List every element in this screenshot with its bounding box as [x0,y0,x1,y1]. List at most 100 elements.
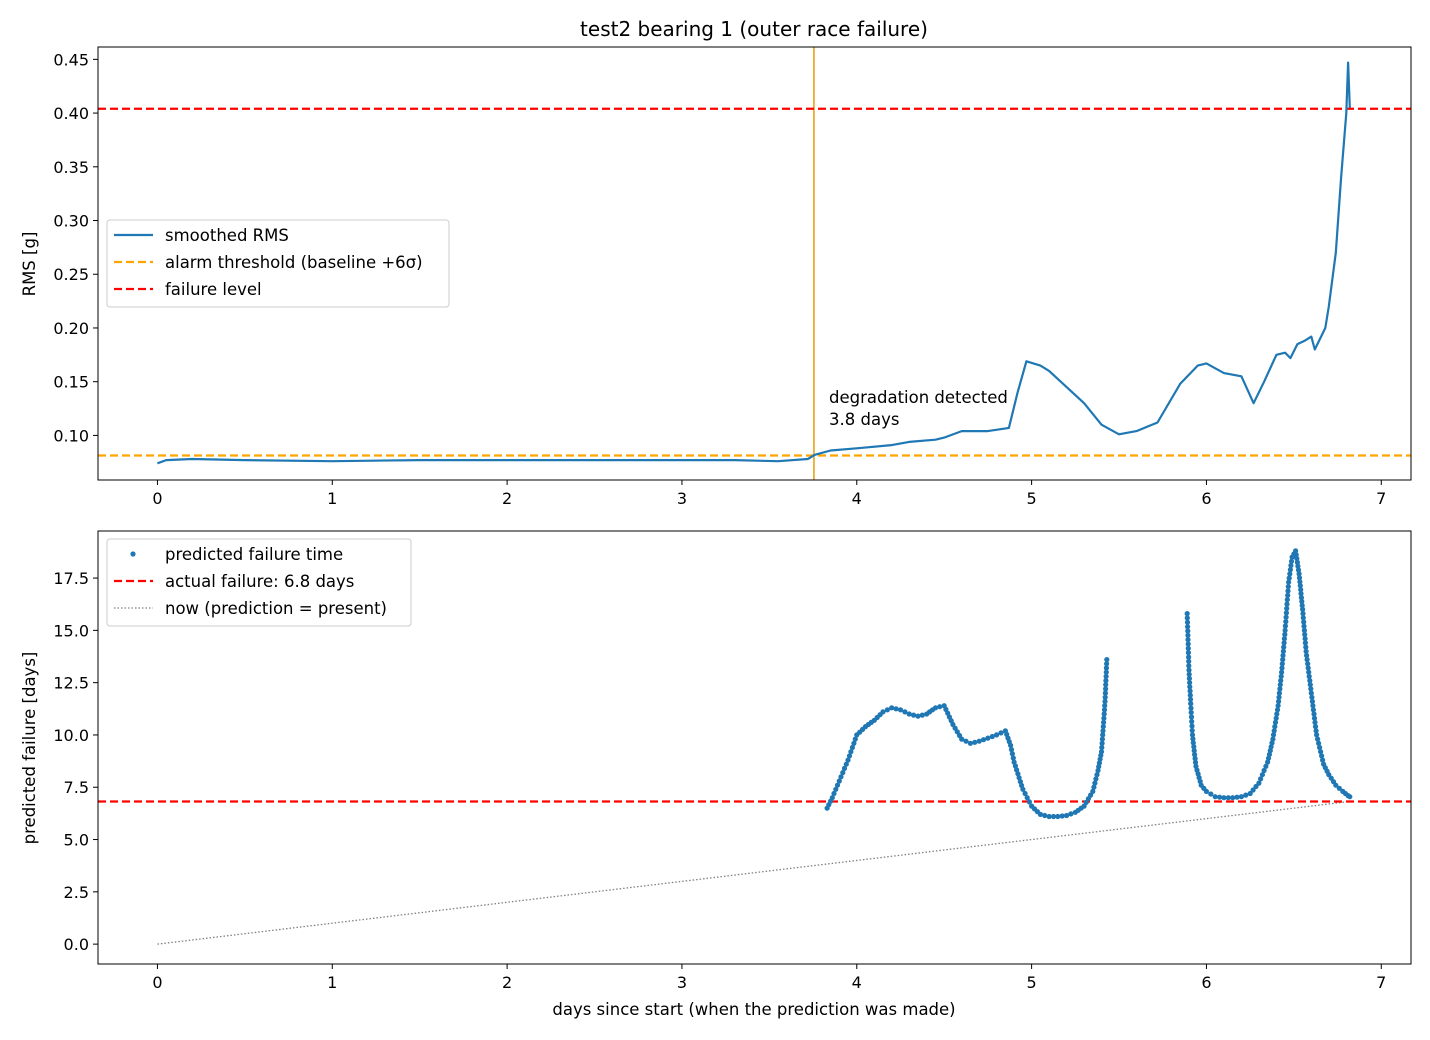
top-x-tick-label: 1 [327,489,337,508]
top-x-tick-label: 0 [152,489,162,508]
bottom-y-axis-label: predicted failure [days] [20,652,39,845]
prediction-point [1280,648,1286,654]
prediction-point [1281,636,1287,642]
prediction-point [1283,619,1289,625]
prediction-point [963,738,969,744]
prediction-point [1103,678,1109,684]
prediction-point [1302,631,1308,638]
prediction-point [1022,790,1028,797]
prediction-point [1302,640,1308,646]
top-y-tick-label: 0.20 [53,319,89,338]
prediction-point [838,774,844,780]
prediction-point [845,757,851,763]
bottom-chart: 0 1 2 3 4 5 6 7 0.0 2.5 5.0 7.5 10.0 12.5 15.0 17.5 pr… [20,530,1412,1019]
prediction-point [1187,696,1194,703]
prediction-point [1299,602,1305,609]
prediction-point [1104,661,1110,667]
prediction-point [1238,794,1244,800]
prediction-point [1309,698,1315,705]
top-y-tick-label: 0.40 [53,104,89,123]
prediction-point [1310,707,1316,713]
prediction-point [1208,791,1214,797]
prediction-point [1189,732,1196,738]
prediction-point [1287,571,1293,577]
top-legend: smoothed RMS alarm threshold (baseline +… [106,219,450,308]
prediction-point [1269,740,1275,746]
figure-title: test2 bearing 1 (outer race failure) [580,17,928,41]
prediction-point [1311,711,1317,717]
prediction-point [1311,715,1318,721]
prediction-point [1284,601,1290,607]
prediction-point [1185,641,1191,647]
bottom-x-axis-label: days since start (when the prediction wa… [552,1000,955,1019]
prediction-point [1279,665,1285,671]
prediction-point [1102,690,1108,696]
prediction-point [1308,686,1314,692]
prediction-point [1185,650,1191,656]
prediction-point [1010,755,1016,761]
prediction-point [1298,595,1304,601]
prediction-point [889,705,895,711]
prediction-point [1294,559,1300,566]
legend-predicted-failure-marker [130,551,136,557]
prediction-point [1319,753,1325,759]
prediction-point [1101,715,1107,721]
prediction-point [1103,682,1109,688]
prediction-point [1225,795,1231,801]
prediction-point [1102,698,1108,705]
prediction-point [1212,794,1218,800]
prediction-point [1263,763,1269,769]
prediction-point [1306,669,1312,675]
bottom-x-tick-label: 0 [152,973,162,992]
prediction-point [1068,811,1074,817]
bottom-y-axis: 0.0 2.5 5.0 7.5 10.0 12.5 15.0 17.5 [53,569,98,954]
prediction-point [985,735,991,741]
prediction-point [1185,645,1191,652]
prediction-point [1017,779,1024,785]
bottom-plot-frame [97,530,1412,965]
prediction-point [1189,718,1195,725]
bottom-y-tick-label: 5.0 [64,831,89,850]
prediction-point [1102,703,1108,709]
legend-alarm-threshold-label: alarm threshold (baseline +6σ) [165,253,423,272]
top-x-tick-label: 3 [677,489,687,508]
prediction-point [1282,627,1288,634]
prediction-point [1347,794,1353,800]
prediction-point [1279,661,1285,667]
prediction-point [1258,776,1264,782]
prediction-point [1187,688,1193,694]
prediction-point [1283,614,1289,620]
prediction-point [836,778,842,784]
prediction-point [1281,644,1287,650]
prediction-point [1316,740,1322,746]
bottom-x-tick-label: 4 [852,973,862,992]
prediction-point [1185,628,1191,634]
prediction-point [959,736,965,742]
prediction-point [1184,611,1190,617]
top-y-axis: 0.10 0.15 0.20 0.25 0.30 0.35 0.40 0.45 [53,50,98,445]
prediction-point [1310,703,1316,709]
prediction-point [1307,682,1313,688]
prediction-point [1188,705,1194,711]
prediction-point [1103,669,1109,675]
prediction-point [1312,724,1319,730]
prediction-point [1277,682,1283,688]
prediction-point [1190,740,1196,746]
prediction-point [1064,812,1070,819]
top-x-axis: 0 1 2 3 4 5 6 7 [152,480,1386,508]
prediction-point [1042,812,1048,819]
prediction-point [1309,694,1315,700]
prediction-point [994,732,1000,738]
prediction-point [1185,632,1191,638]
bottom-y-tick-label: 17.5 [53,569,89,588]
prediction-point [1304,657,1310,663]
prediction-point [1285,584,1291,590]
prediction-point [1299,598,1305,605]
prediction-point [1283,610,1289,616]
prediction-point [1300,611,1306,617]
bottom-y-tick-label: 15.0 [53,621,89,640]
prediction-point [1305,661,1311,667]
bottom-x-axis: 0 1 2 3 4 5 6 7 [152,964,1386,992]
prediction-point [1009,751,1016,757]
